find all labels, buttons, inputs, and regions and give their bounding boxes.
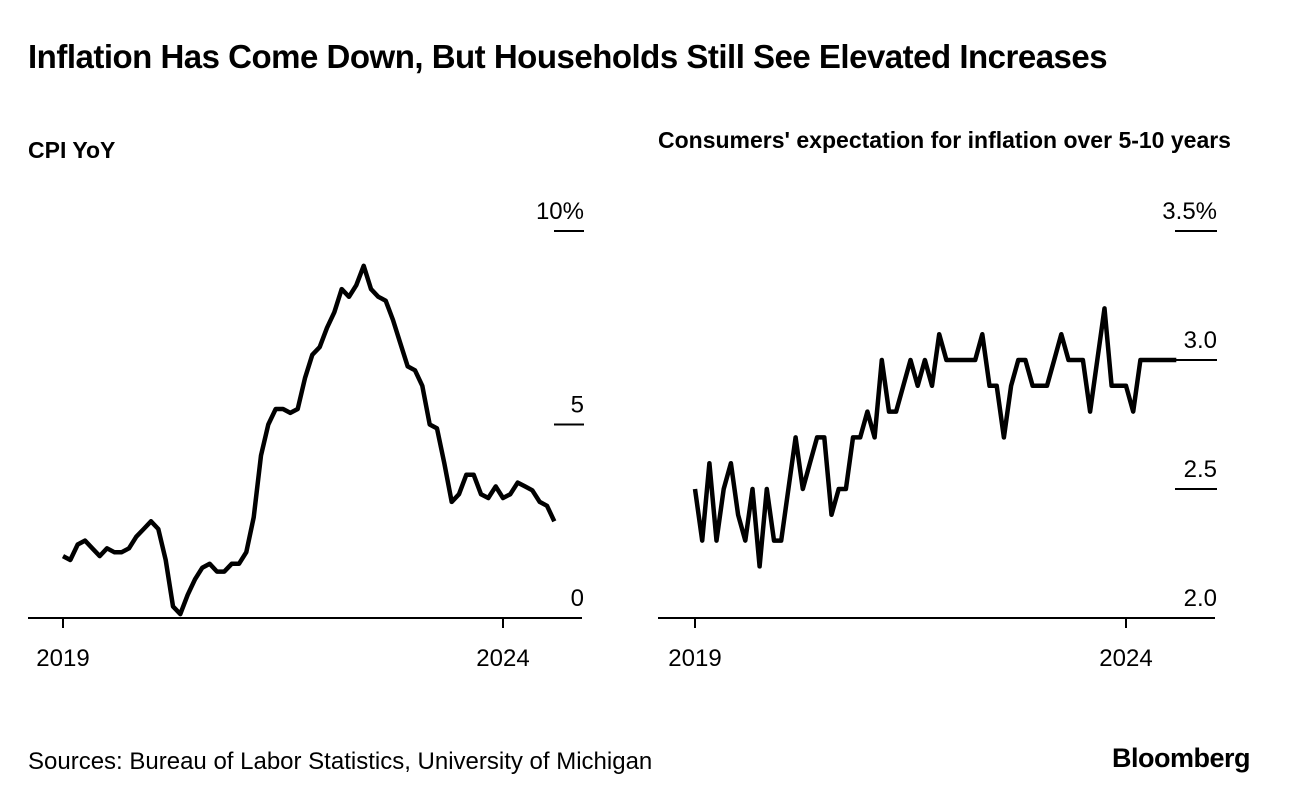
source-note: Sources: Bureau of Labor Statistics, Uni… [28, 748, 653, 775]
x-tick-label: 2019 [36, 645, 89, 672]
x-tick-label: 2024 [476, 645, 529, 672]
y-tick-label: 2.0 [1184, 585, 1217, 612]
y-tick-label: 3.5% [1162, 198, 1217, 225]
chart-title: Inflation Has Come Down, But Households … [28, 38, 1108, 75]
y-tick-label: 0 [571, 585, 584, 612]
bloomberg-logo: Bloomberg [1112, 743, 1251, 773]
inflation-expectation-line [692, 306, 1177, 569]
y-tick-label: 2.5 [1184, 456, 1217, 483]
x-tick-label: 2024 [1099, 645, 1152, 672]
y-tick-label: 5 [571, 392, 584, 419]
panel-title-cpi: CPI YoY [28, 137, 116, 163]
y-tick-label: 3.0 [1184, 327, 1217, 354]
panel-title-expectations: Consumers' expectation for inflation ove… [658, 127, 1231, 153]
cpi-yoy-line [61, 263, 557, 617]
y-tick-label: 10% [536, 198, 584, 225]
x-tick-label: 2019 [668, 645, 721, 672]
